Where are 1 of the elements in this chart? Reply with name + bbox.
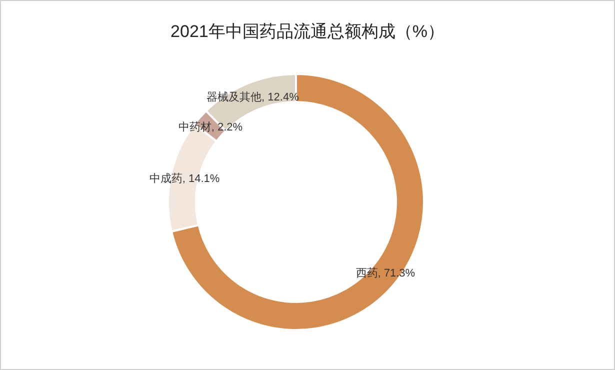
chart-title: 2021年中国药品流通总额构成（%） [170,22,444,41]
